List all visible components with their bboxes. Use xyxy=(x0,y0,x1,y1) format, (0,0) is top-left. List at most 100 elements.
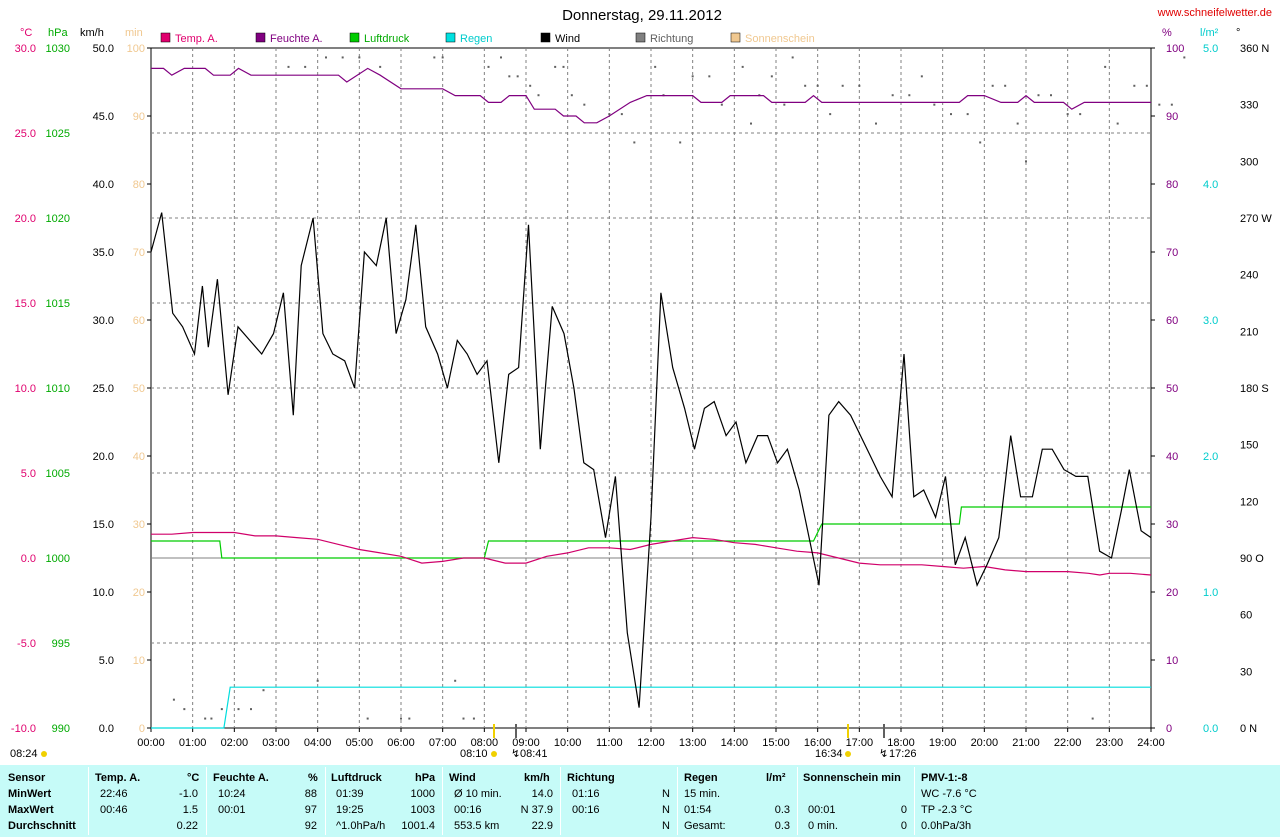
direction-point-20 xyxy=(454,679,457,682)
direction-point-38 xyxy=(679,141,682,144)
stats-header-sunshine: Sonnenschein min xyxy=(803,772,901,784)
direction-point-42 xyxy=(741,65,744,68)
direction-point-21 xyxy=(462,717,465,720)
legend-label-2: Luftdruck xyxy=(364,33,410,45)
direction-point-0 xyxy=(172,698,175,701)
time-tick-9: 09:00 xyxy=(512,737,540,749)
stats-1-wind-v: N 37.9 xyxy=(520,804,553,816)
weather-chart: Donnerstag, 29.11.2012 www.schneifelwett… xyxy=(10,7,1272,760)
stats-header-rain: Regen xyxy=(684,772,718,784)
legend-label-1: Feuchte A. xyxy=(270,33,323,45)
humidity-tick-2: 80 xyxy=(1166,179,1178,191)
stats-1-sun-v: 0 xyxy=(900,804,907,816)
stats-0-pmv: WC -7.6 °C xyxy=(921,788,977,800)
direction-point-62 xyxy=(1004,84,1007,87)
stats-0-press-v: 1000 xyxy=(410,788,435,800)
pressure-tick-6: 1000 xyxy=(46,553,70,565)
stats-1-rain-v: 0.3 xyxy=(774,804,790,816)
sun-tick-5: 50 xyxy=(133,383,145,395)
direction-point-74 xyxy=(1158,103,1161,106)
direction-point-76 xyxy=(1183,56,1186,59)
sunrise-label: 08:10 xyxy=(460,748,488,760)
sun-tick-7: 30 xyxy=(133,519,145,531)
direction-point-28 xyxy=(537,94,540,97)
direction-point-30 xyxy=(562,65,565,68)
direction-point-39 xyxy=(691,75,694,78)
direction-point-13 xyxy=(358,56,361,59)
direction-point-41 xyxy=(720,103,723,106)
sun-tick-8: 20 xyxy=(133,587,145,599)
direction-tick-5: 210 xyxy=(1240,326,1258,338)
time-tick-18: 18:00 xyxy=(887,737,915,749)
direction-point-19 xyxy=(441,56,444,59)
left-time-label: 08:24 xyxy=(10,748,38,760)
stats-header-direction: Richtung xyxy=(567,772,615,784)
pressure-tick-0: 1030 xyxy=(46,43,70,55)
direction-point-65 xyxy=(1037,94,1040,97)
direction-point-29 xyxy=(554,65,557,68)
time-tick-8: 08:00 xyxy=(471,737,499,749)
legend-label-5: Richtung xyxy=(650,33,693,45)
direction-axis: 360 N 330 300 270 W 240 210 180 S 150 120 90 O 60 3… xyxy=(1240,43,1272,735)
time-tick-22: 22:00 xyxy=(1054,737,1082,749)
wind-tick-6: 20.0 xyxy=(93,451,114,463)
stats-2-hum-v: 92 xyxy=(304,820,317,832)
time-tick-11: 11:00 xyxy=(596,737,623,749)
direction-point-53 xyxy=(875,122,877,125)
rain-tick-2: 3.0 xyxy=(1203,315,1218,327)
legend-swatch-4 xyxy=(540,32,551,43)
direction-point-46 xyxy=(783,103,786,106)
stats-2-pmv: 0.0hPa/3h xyxy=(921,820,972,832)
sun-tick-1: 90 xyxy=(133,111,145,123)
wind-tick-9: 5.0 xyxy=(99,655,114,667)
stats-header-rain-unit: l/m² xyxy=(766,772,786,784)
time-tick-17: 17:00 xyxy=(846,737,874,749)
humidity-tick-5: 50 xyxy=(1166,383,1178,395)
stats-1-wind-t: 00:16 xyxy=(454,804,482,816)
time-tick-4: 04:00 xyxy=(304,737,332,749)
stats-1-dir-t: 00:16 xyxy=(572,804,600,816)
rain-tick-3: 2.0 xyxy=(1203,451,1218,463)
direction-tick-7: 150 xyxy=(1240,440,1258,452)
chart-title: Donnerstag, 29.11.2012 xyxy=(562,7,722,24)
direction-point-40 xyxy=(708,75,711,78)
stats-0-label: MinWert xyxy=(8,788,52,800)
stats-header-humidity: Feuchte A. xyxy=(213,772,269,784)
time-tick-15: 15:00 xyxy=(762,737,790,749)
legend-swatch-0 xyxy=(160,32,171,43)
direction-point-18 xyxy=(433,56,436,59)
direction-point-26 xyxy=(516,75,519,78)
direction-point-35 xyxy=(633,141,636,144)
stats-1-press-t: 19:25 xyxy=(336,804,364,816)
pressure-tick-7: 995 xyxy=(52,638,70,650)
stats-0-wind-v: 14.0 xyxy=(531,788,553,800)
stats-0-dir-v: N xyxy=(662,788,670,800)
direction-point-2 xyxy=(204,717,207,720)
time-tick-6: 06:00 xyxy=(387,737,415,749)
sunrise-az-label: 08:41 xyxy=(520,748,548,760)
stats-1-press-v: 1003 xyxy=(410,804,435,816)
stats-1-sun-t: 00:01 xyxy=(808,804,836,816)
direction-point-69 xyxy=(1091,717,1094,720)
time-tick-16: 16:00 xyxy=(804,737,832,749)
direction-point-73 xyxy=(1145,84,1148,87)
humidity-tick-4: 60 xyxy=(1166,315,1178,327)
humidity-tick-0: 100 xyxy=(1166,43,1184,55)
direction-point-1 xyxy=(183,708,186,711)
series-layer xyxy=(150,56,1186,729)
humidity-tick-1: 90 xyxy=(1166,111,1178,123)
direction-point-66 xyxy=(1050,94,1052,97)
stats-1-temp-t: 00:46 xyxy=(100,804,128,816)
rain-tick-1: 4.0 xyxy=(1203,179,1218,191)
stats-1-label: MaxWert xyxy=(8,804,54,816)
wind-tick-4: 30.0 xyxy=(93,315,114,327)
direction-point-71 xyxy=(1116,122,1119,125)
direction-point-55 xyxy=(908,94,911,97)
stats-header-temp-unit: °C xyxy=(187,772,200,784)
direction-point-24 xyxy=(500,56,502,59)
temp-axis: 30.0 25.0 20.0 15.0 10.0 5.0 0.0 -5.0 -10.0 xyxy=(11,43,36,735)
time-tick-12: 12:00 xyxy=(637,737,665,749)
humidity-tick-7: 30 xyxy=(1166,519,1178,531)
direction-point-56 xyxy=(920,75,923,78)
series-wind xyxy=(150,212,1152,708)
